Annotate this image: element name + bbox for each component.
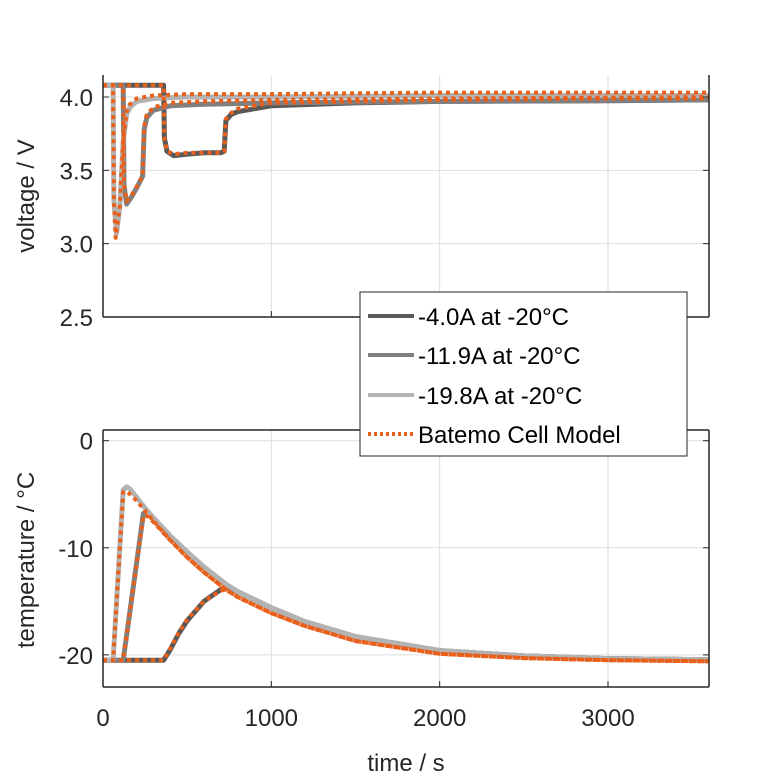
x-tick-label: 3000 (581, 705, 634, 732)
series-line-batemo-cell-model (103, 489, 710, 664)
y-tick-label: -10 (58, 536, 93, 563)
y-tick-label: 4.0 (60, 85, 93, 112)
y-tick-label: 0 (80, 429, 93, 456)
legend: -4.0A at -20°C -11.9A at -20°C -19.8A at… (359, 291, 688, 457)
temperature-series (103, 484, 710, 664)
series-line-11-9a-at-20-c (103, 510, 710, 663)
temperature-ylabel: temperature / °C (13, 472, 40, 648)
series-line-19-8a-at-20-c (103, 484, 710, 663)
voltage-grid (103, 75, 709, 318)
temperature-ticks: -20 -10 0 0 1000 2000 3000 (58, 429, 709, 732)
temperature-plot: -20 -10 0 0 1000 2000 3000 temperature / °C ti… (13, 429, 710, 777)
voltage-axes (102, 75, 710, 318)
series-line-11-9a-at-20-c (103, 82, 710, 207)
y-tick-label: 3.5 (60, 158, 93, 185)
series-line-19-8a-at-20-c (103, 82, 709, 236)
voltage-ylabel: voltage / V (13, 139, 40, 252)
voltage-ticks: 2.5 3.0 3.5 4.0 (60, 85, 709, 332)
series-line-batemo-cell-model (103, 83, 709, 157)
x-tick-label: 2000 (413, 705, 466, 732)
voltage-series (103, 82, 710, 240)
legend-label-0: -4.0A at -20°C (418, 304, 569, 331)
x-tick-label: 0 (96, 705, 109, 732)
y-tick-label: -20 (58, 643, 93, 670)
legend-label-2: -19.8A at -20°C (418, 383, 582, 410)
series-line-batemo-cell-model (103, 513, 710, 664)
legend-label-3: Batemo Cell Model (418, 422, 621, 449)
x-axis-label: time / s (367, 750, 444, 777)
series-line-batemo-cell-model (103, 83, 709, 240)
legend-box (359, 291, 688, 457)
series-line-batemo-cell-model (103, 587, 710, 664)
x-tick-label: 1000 (245, 705, 298, 732)
y-tick-label: 3.0 (60, 232, 93, 259)
legend-label-1: -11.9A at -20°C (418, 343, 581, 370)
y-tick-label: 2.5 (60, 305, 93, 332)
